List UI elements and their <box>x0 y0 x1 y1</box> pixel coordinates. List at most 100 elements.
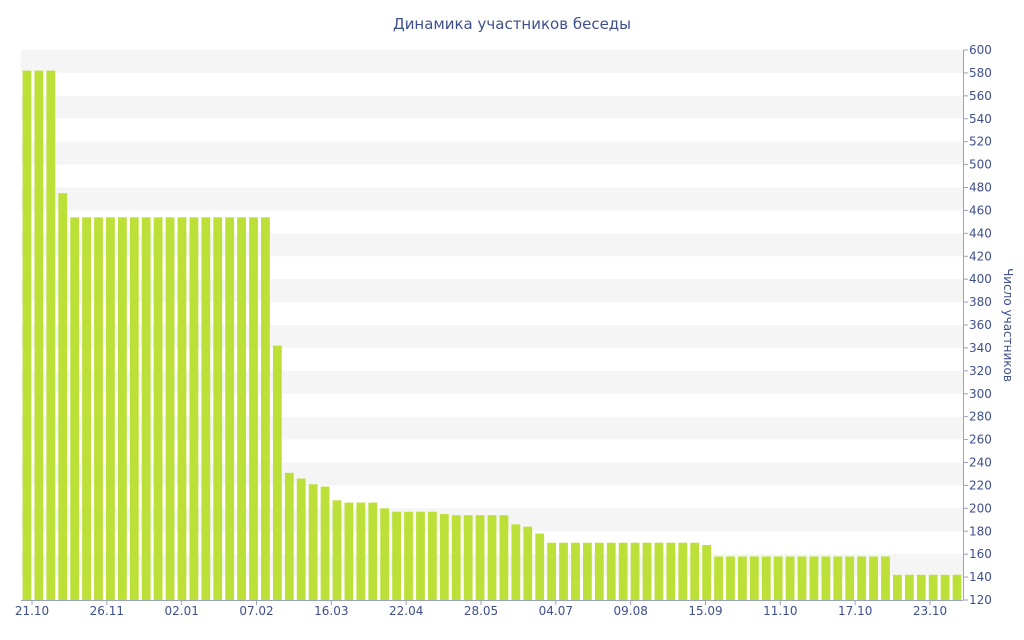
bar <box>392 511 402 600</box>
bar <box>201 217 211 600</box>
bar <box>46 70 56 600</box>
bar <box>463 515 473 600</box>
bar <box>106 217 115 600</box>
bar <box>702 545 712 600</box>
bars-group <box>22 70 962 600</box>
bar <box>296 478 306 600</box>
x-tick-label: 26.11 <box>90 604 124 618</box>
bar <box>70 217 80 600</box>
bar <box>94 217 103 600</box>
bar <box>58 193 68 600</box>
bar <box>82 217 91 600</box>
bar <box>690 542 700 600</box>
bar <box>881 556 890 600</box>
bar <box>380 508 390 600</box>
bar <box>952 574 962 600</box>
bar <box>678 542 688 600</box>
bar <box>523 526 533 600</box>
chart-title: Динамика участников беседы <box>393 15 631 33</box>
bar <box>237 217 247 600</box>
bar <box>332 500 342 600</box>
bar <box>356 502 366 600</box>
x-tick-label: 17.10 <box>838 604 872 618</box>
x-tick-labels: 21.10 26.11 02.01 07.02 16.03 22.04 28.05 04.07… <box>15 604 947 618</box>
bar <box>594 542 604 600</box>
bar <box>153 217 163 600</box>
bar <box>308 484 318 600</box>
bar <box>845 556 855 600</box>
x-tick-label: 16.03 <box>314 604 348 618</box>
bar <box>368 502 378 600</box>
bar <box>535 533 545 600</box>
bar <box>654 542 664 600</box>
bar <box>177 217 187 600</box>
y-tick-label: 280 <box>969 410 992 424</box>
y-tick-label: 480 <box>969 181 992 195</box>
y-tick-label: 320 <box>969 364 992 378</box>
x-tick-label: 22.04 <box>389 604 423 618</box>
bar <box>511 524 521 600</box>
bar <box>761 556 771 600</box>
x-tick-label: 15.09 <box>688 604 722 618</box>
y-tick-label: 460 <box>969 203 992 217</box>
y-tick-label: 180 <box>969 524 992 538</box>
bar <box>833 556 843 600</box>
bar <box>606 542 616 600</box>
bar <box>404 511 413 600</box>
x-tick-label: 11.10 <box>763 604 797 618</box>
bar <box>821 556 831 600</box>
x-tick-label: 09.08 <box>613 604 647 618</box>
bar <box>904 574 914 600</box>
y-tick-label: 380 <box>969 295 992 309</box>
grid-band <box>21 141 963 165</box>
bar <box>749 556 759 600</box>
bar <box>582 542 592 600</box>
bar <box>618 542 628 600</box>
x-tick-label: 04.07 <box>539 604 573 618</box>
bar <box>427 511 437 600</box>
bar <box>773 556 783 600</box>
y-tick-label: 560 <box>969 89 992 103</box>
bar <box>189 217 199 600</box>
bar <box>475 515 485 600</box>
bar <box>272 345 282 600</box>
bar <box>249 217 258 600</box>
bar <box>344 502 354 600</box>
grid-band <box>21 95 963 119</box>
bar <box>642 542 652 600</box>
bar <box>809 556 819 600</box>
bar <box>559 542 568 600</box>
bar <box>797 556 807 600</box>
bar <box>165 217 175 600</box>
y-tick-labels: 120 140 160 180 200 220 240 260 280 300 320 340 360 3… <box>969 43 992 607</box>
bar <box>141 217 151 600</box>
bar <box>737 556 747 600</box>
y-tick-label: 220 <box>969 478 992 492</box>
y-tick-label: 200 <box>969 501 992 515</box>
bar <box>320 486 330 600</box>
bar <box>726 556 735 600</box>
bar <box>117 217 127 600</box>
bar <box>499 515 509 600</box>
y-tick-label: 540 <box>969 112 992 126</box>
y-tick-label: 600 <box>969 43 992 57</box>
y-axis-label: Число участников <box>1001 268 1015 382</box>
y-tick-label: 440 <box>969 226 992 240</box>
bar <box>547 542 557 600</box>
y-tick-label: 500 <box>969 158 992 172</box>
grid-band <box>21 50 963 73</box>
bar <box>571 542 580 600</box>
axes-group <box>21 49 968 605</box>
bar <box>487 515 497 600</box>
bar <box>129 217 139 600</box>
x-tick-label: 07.02 <box>239 604 273 618</box>
y-tick-label: 300 <box>969 387 992 401</box>
bar <box>916 574 926 600</box>
bar <box>284 472 294 600</box>
bar <box>666 542 676 600</box>
y-tick-label: 580 <box>969 66 992 80</box>
bar <box>439 514 449 600</box>
bar <box>630 542 640 600</box>
bar <box>928 574 938 600</box>
